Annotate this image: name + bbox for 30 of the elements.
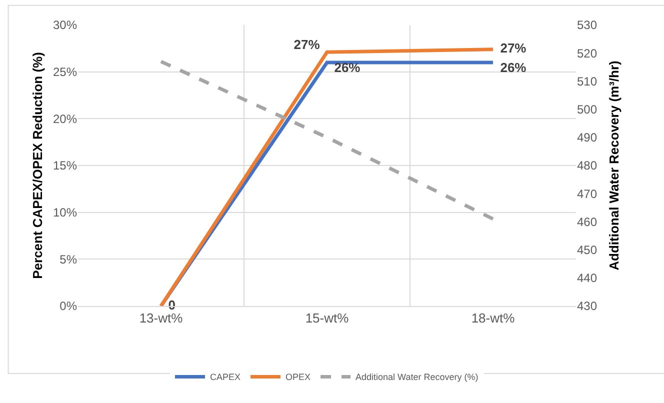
y2-tick-label: 430 [577,299,598,314]
legend-label: OPEX [286,372,311,382]
y2-tick-label: 460 [577,214,598,229]
x-tick-label: 18-wt% [471,310,516,326]
y-axis-title: Percent CAPEX/OPEX Reduction (%) [30,52,45,279]
data-label: 26% [327,60,368,76]
y2-tick-label: 510 [577,74,598,88]
y2-tick-label: 480 [577,158,598,173]
y2-tick-label: 440 [577,271,598,286]
y2-tick-label: 450 [577,243,598,257]
y2-tick-label: 490 [577,130,598,145]
y2-tick-label: 520 [577,46,598,60]
y-tick-label: 20% [52,112,78,126]
x-tick-label: 15-wt% [305,310,350,326]
legend-label: CAPEX [210,372,241,382]
y-tick-label: 25% [52,65,78,80]
x-tick-label: 13-wt% [139,310,184,326]
y2-tick-label: 470 [577,186,598,201]
y2-tick-label: 530 [577,18,598,32]
y-tick-label: 5% [60,252,78,266]
y-tick-label: 30% [52,18,78,32]
y-tick-label: 0% [60,299,78,314]
legend-label: Additional Water Recovery (%) [356,372,478,382]
y-tick-label: 10% [52,206,78,220]
y-tick-label: 15% [52,158,78,173]
y2-axis-title: Additional Water Recovery (m³/hr) [606,60,622,270]
data-label: 26% [493,60,534,76]
y2-tick-label: 500 [577,102,598,116]
data-label: 27% [493,40,534,56]
data-label: 27% [286,36,327,52]
